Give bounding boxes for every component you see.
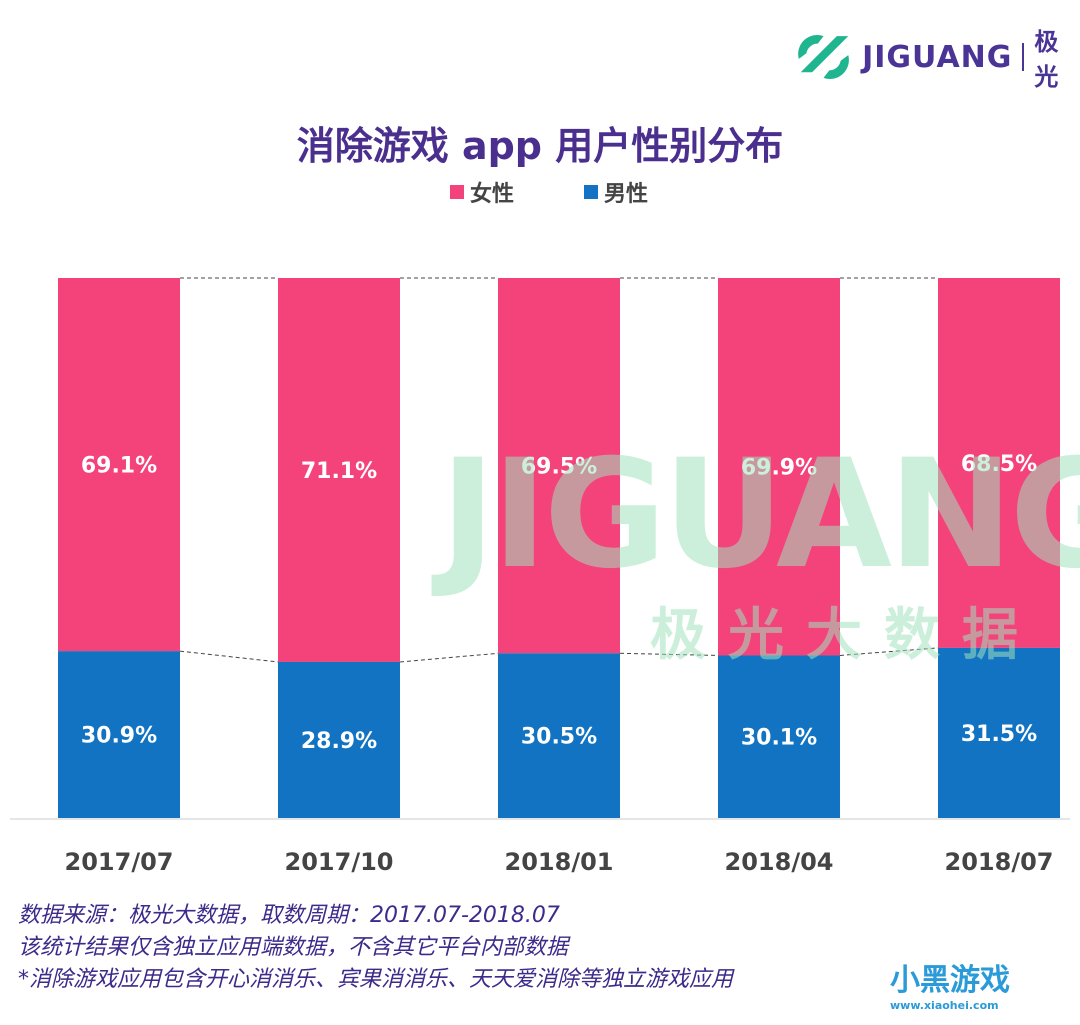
chart-plot: 69.1% 30.9% 2017/07 71.1% 28.9% 2017/10 69.5% 3… bbox=[10, 277, 1070, 876]
data-label-male: 28.9% bbox=[301, 729, 377, 754]
logo-brand: JIGUANG bbox=[862, 39, 1013, 75]
xiaohei-text: 小黑游戏 bbox=[890, 963, 1010, 998]
x-tick-label: 2017/10 bbox=[285, 848, 394, 876]
data-label-male: 30.5% bbox=[521, 725, 597, 750]
logo-divider bbox=[1022, 43, 1025, 71]
bar-male bbox=[718, 655, 840, 818]
bar-female bbox=[278, 278, 400, 662]
legend-female: 女性 bbox=[450, 176, 514, 208]
bar-female bbox=[498, 278, 620, 654]
legend-male: 男性 bbox=[584, 176, 648, 208]
bar-female bbox=[58, 278, 180, 652]
x-tick-label: 2018/04 bbox=[725, 848, 834, 876]
bar-male bbox=[498, 653, 620, 818]
bar-male bbox=[278, 661, 400, 818]
xiaohei-logo: 小黑游戏 www.xiaohei.com bbox=[890, 955, 1010, 1012]
x-tick-label: 2018/01 bbox=[505, 848, 614, 876]
jiguang-logo-icon bbox=[798, 34, 849, 80]
jiguang-logo: JIGUANG 极光 bbox=[795, 22, 1080, 92]
data-label-male: 30.1% bbox=[741, 726, 817, 751]
legend-label: 女性 bbox=[470, 182, 515, 207]
data-label-male: 30.9% bbox=[81, 724, 157, 749]
data-label-female: 69.5% bbox=[521, 455, 597, 480]
legend-label: 男性 bbox=[604, 182, 649, 207]
connector-boundary bbox=[399, 652, 499, 663]
x-tick-label: 2017/07 bbox=[65, 848, 174, 876]
footer-notes: 数据来源：极光大数据，取数周期：2017.07-2018.07 该统计结果仅含独… bbox=[18, 900, 733, 996]
source-note: 数据来源：极光大数据，取数周期：2017.07-2018.07 bbox=[18, 903, 560, 928]
xiaohei-url: www.xiaohei.com bbox=[890, 999, 999, 1012]
chart-title: 消除游戏 app 用户性别分布 bbox=[296, 124, 784, 168]
legend-swatch bbox=[584, 185, 599, 199]
connector-boundary bbox=[179, 650, 279, 663]
logo-cn: 极光 bbox=[1034, 28, 1059, 91]
data-label-female: 69.1% bbox=[81, 454, 157, 479]
data-label-female: 69.9% bbox=[741, 456, 817, 481]
data-label-female: 71.1% bbox=[301, 459, 377, 484]
definition-note: *消除游戏应用包含开心消消乐、宾果消消乐、天天爱消除等独立游戏应用 bbox=[18, 967, 734, 992]
scope-note: 该统计结果仅含独立应用端数据，不含其它平台内部数据 bbox=[18, 935, 569, 960]
bar-male bbox=[938, 647, 1060, 818]
data-label-female: 68.5% bbox=[961, 452, 1037, 477]
data-label-male: 31.5% bbox=[961, 722, 1037, 747]
bar-male bbox=[58, 651, 180, 818]
connector-boundary bbox=[839, 647, 939, 656]
x-tick-label: 2018/07 bbox=[945, 848, 1054, 876]
connector-boundary bbox=[619, 652, 719, 656]
bar-female bbox=[938, 278, 1060, 648]
bar-female bbox=[718, 278, 840, 656]
legend-swatch bbox=[450, 185, 464, 199]
legend: 女性 男性 bbox=[450, 176, 648, 208]
